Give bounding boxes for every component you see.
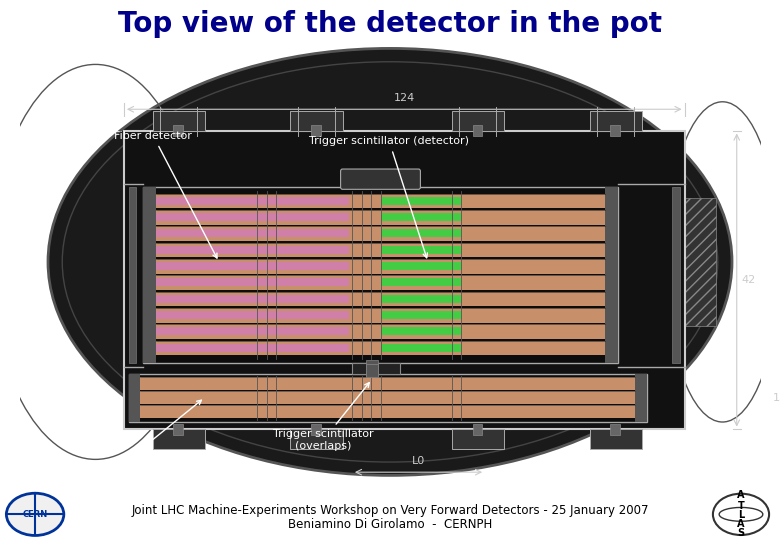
Bar bbox=[156, 242, 604, 258]
Bar bbox=[156, 246, 349, 254]
Bar bbox=[156, 259, 604, 274]
Bar bbox=[156, 292, 604, 306]
Bar bbox=[381, 294, 461, 302]
Text: 42: 42 bbox=[742, 275, 756, 285]
Text: A: A bbox=[737, 490, 745, 500]
Text: T: T bbox=[738, 501, 744, 511]
Bar bbox=[381, 278, 461, 286]
Bar bbox=[173, 125, 183, 136]
Bar bbox=[143, 187, 618, 363]
Text: 13: 13 bbox=[773, 393, 780, 403]
Bar bbox=[156, 213, 349, 221]
Bar bbox=[473, 125, 482, 136]
Bar bbox=[311, 424, 321, 435]
Text: 124: 124 bbox=[394, 93, 415, 103]
Bar bbox=[611, 424, 620, 435]
Bar bbox=[156, 197, 349, 205]
Bar bbox=[156, 311, 349, 319]
Text: L: L bbox=[738, 510, 744, 520]
Bar bbox=[156, 341, 604, 355]
Bar bbox=[590, 111, 642, 131]
Bar bbox=[381, 343, 461, 352]
Text: CERN: CERN bbox=[23, 510, 48, 519]
Bar bbox=[156, 229, 349, 237]
Ellipse shape bbox=[48, 49, 732, 475]
Bar bbox=[381, 327, 461, 335]
Bar bbox=[381, 262, 461, 270]
Bar bbox=[672, 187, 679, 363]
Bar bbox=[153, 111, 204, 131]
Bar bbox=[156, 343, 349, 352]
Bar bbox=[156, 275, 604, 290]
Text: Top view of the detector in the pot: Top view of the detector in the pot bbox=[118, 10, 662, 38]
Circle shape bbox=[6, 493, 64, 536]
Bar bbox=[635, 374, 647, 422]
Bar bbox=[140, 377, 635, 390]
Bar bbox=[173, 424, 183, 435]
Bar bbox=[140, 405, 635, 418]
Bar bbox=[311, 125, 321, 136]
Text: Trigger scintillator
(overlaps): Trigger scintillator (overlaps) bbox=[273, 383, 374, 451]
Bar bbox=[381, 229, 461, 237]
Bar bbox=[290, 111, 342, 131]
Text: Overlap detector: Overlap detector bbox=[72, 400, 201, 472]
Text: Joint LHC Machine-Experiments Workshop on Very Forward Detectors - 25 January 20: Joint LHC Machine-Experiments Workshop o… bbox=[131, 504, 649, 517]
Bar bbox=[156, 193, 604, 208]
Text: Fiber detector: Fiber detector bbox=[115, 131, 217, 258]
Bar bbox=[381, 311, 461, 319]
Bar bbox=[156, 262, 349, 270]
Bar bbox=[143, 187, 156, 363]
Bar bbox=[156, 294, 349, 302]
Bar bbox=[381, 197, 461, 205]
Bar bbox=[367, 364, 378, 377]
Bar bbox=[156, 308, 604, 322]
Bar bbox=[590, 429, 642, 449]
Bar bbox=[156, 324, 604, 339]
Text: L0: L0 bbox=[412, 456, 425, 466]
FancyBboxPatch shape bbox=[341, 169, 420, 190]
Bar bbox=[611, 125, 620, 136]
Bar bbox=[156, 210, 604, 225]
Bar bbox=[153, 429, 204, 449]
Bar bbox=[381, 213, 461, 221]
Bar bbox=[367, 360, 378, 376]
Text: Beniamino Di Girolamo  -  CERNPH: Beniamino Di Girolamo - CERNPH bbox=[288, 518, 492, 531]
Bar bbox=[140, 391, 635, 404]
Bar bbox=[129, 187, 136, 363]
Text: A: A bbox=[737, 519, 745, 529]
Bar bbox=[452, 111, 504, 131]
Text: S: S bbox=[737, 528, 745, 538]
Bar bbox=[352, 363, 399, 374]
Bar bbox=[129, 374, 647, 422]
Bar bbox=[124, 131, 685, 429]
Bar bbox=[604, 187, 618, 363]
Bar bbox=[679, 198, 716, 326]
Bar bbox=[381, 246, 461, 254]
Bar bbox=[156, 278, 349, 286]
Text: Trigger scintillator (detector): Trigger scintillator (detector) bbox=[309, 137, 470, 258]
Bar bbox=[290, 429, 342, 449]
Bar bbox=[156, 327, 349, 335]
Bar bbox=[473, 424, 482, 435]
Bar bbox=[452, 429, 504, 449]
Bar bbox=[129, 374, 140, 422]
Bar bbox=[156, 226, 604, 241]
